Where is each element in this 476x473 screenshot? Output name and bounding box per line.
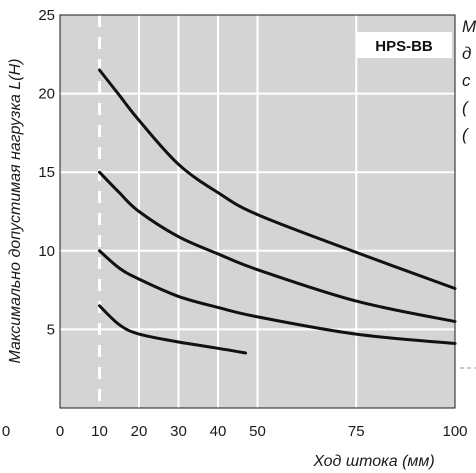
x-tick-label: 75 xyxy=(348,423,365,440)
y-tick-label: 10 xyxy=(38,243,55,260)
curves xyxy=(98,68,457,355)
curve-3 xyxy=(98,249,457,345)
y-tick-label: 25 xyxy=(38,7,55,24)
x-tick-label: 30 xyxy=(170,423,187,440)
curve-2 xyxy=(98,170,457,323)
y-tick-label: 5 xyxy=(47,321,55,338)
x-tick-label: 0 xyxy=(56,423,64,440)
x-axis-title: Ход штока (мм) xyxy=(312,453,434,470)
x-tick-label: 10 xyxy=(91,423,108,440)
y-tick-label: 15 xyxy=(38,164,55,181)
side-note-line: М xyxy=(462,17,476,36)
curve-4 xyxy=(98,304,248,355)
y-tick-labels: 5 10 15 20 25 xyxy=(38,7,55,338)
x-tick-label: 100 xyxy=(442,423,467,440)
side-note-line: с xyxy=(462,71,471,90)
plot-frame xyxy=(59,14,456,409)
x-tick-label: 40 xyxy=(210,423,227,440)
side-note-line: д xyxy=(462,44,471,63)
x-tick-label: 50 xyxy=(249,423,266,440)
grid-lines xyxy=(60,15,455,408)
y-axis-title: Максимально допустимая нагрузка L(Н) xyxy=(7,59,24,364)
model-tag-box xyxy=(356,32,452,58)
model-tag: HPS-BB xyxy=(375,38,433,55)
x-tick-labels: 0 10 20 30 40 50 75 100 xyxy=(56,423,468,440)
side-note-line: ( xyxy=(462,125,470,144)
extra-x-tick-label: 0 xyxy=(2,423,10,440)
x-tick-label: 20 xyxy=(131,423,148,440)
curve-1 xyxy=(98,68,457,290)
side-note-line: ( xyxy=(462,98,470,117)
side-note-fragment: Мдс ( ( xyxy=(462,17,476,144)
y-tick-label: 20 xyxy=(38,86,55,103)
